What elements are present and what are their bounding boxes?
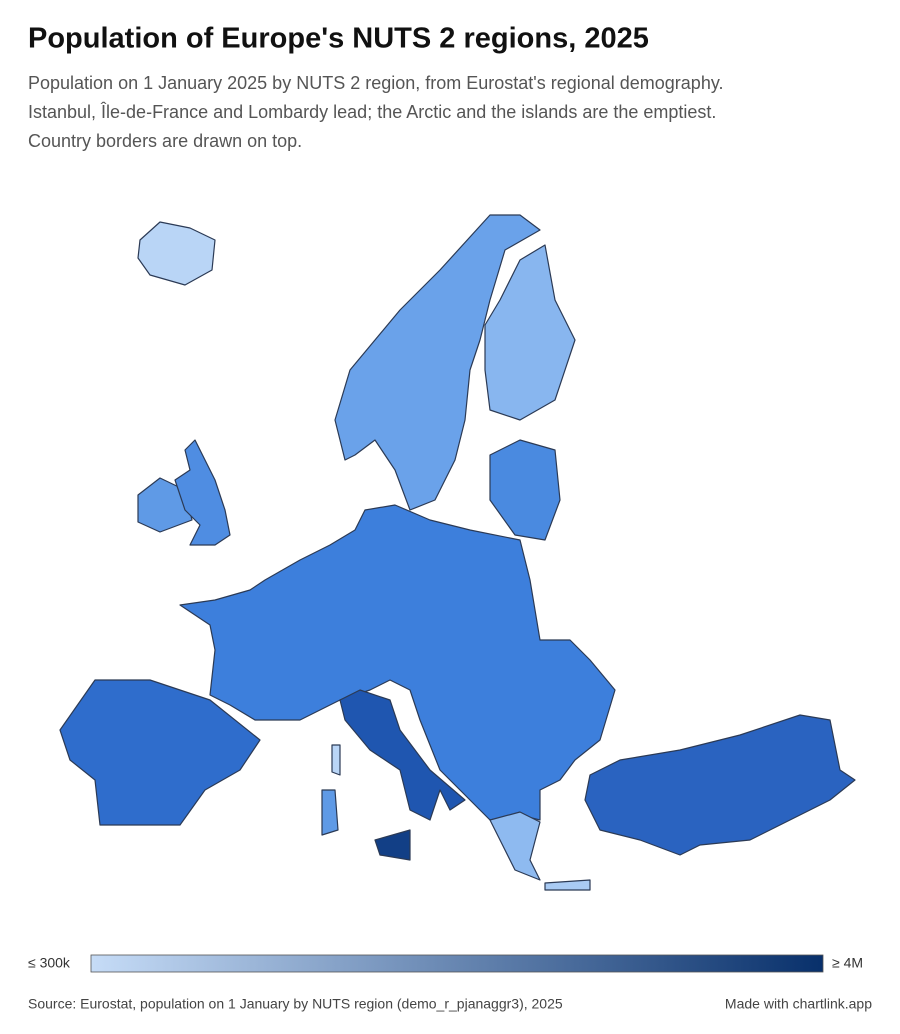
title: Population of Europe's NUTS 2 regions, 2… — [28, 23, 649, 55]
subtitle-line: Istanbul, Île-de-France and Lombardy lea… — [28, 102, 716, 122]
turkey — [584, 714, 856, 856]
legend-max-label: ≥ 4M — [832, 955, 863, 971]
sardinia — [321, 789, 339, 836]
legend-min-label: ≤ 300k — [28, 955, 71, 971]
iceland — [137, 221, 216, 286]
color-scale — [90, 954, 824, 973]
greece — [489, 811, 541, 881]
source: Source: Eurostat, population on 1 Januar… — [28, 996, 563, 1012]
scandinavia — [334, 214, 541, 511]
iberia — [59, 679, 261, 826]
finland — [484, 244, 576, 421]
subtitle-line: Country borders are drawn on top. — [28, 131, 302, 151]
sicily — [374, 829, 411, 861]
great-britain — [174, 439, 231, 546]
baltics — [489, 439, 561, 541]
mainland — [179, 504, 616, 821]
credit: Made with chartlink.app — [725, 996, 872, 1012]
italy — [339, 689, 466, 821]
map — [59, 214, 856, 891]
crete — [544, 879, 591, 891]
corsica — [331, 744, 341, 776]
subtitle-line: Population on 1 January 2025 by NUTS 2 r… — [28, 73, 724, 93]
